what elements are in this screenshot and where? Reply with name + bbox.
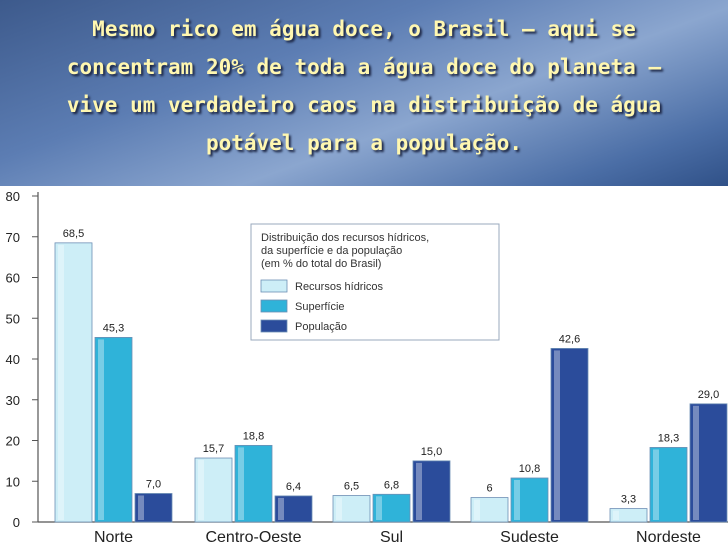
bar-value-label: 6,4 [286, 481, 301, 493]
bar-value-label: 3,3 [621, 494, 636, 506]
bar-superf-cie [94, 337, 133, 523]
bar-highlight [653, 449, 659, 520]
legend-swatch [260, 319, 288, 333]
bar-value-label: 18,3 [658, 432, 679, 444]
bar-highlight [416, 462, 422, 520]
legend-swatch [260, 299, 288, 313]
y-tick-label: 50 [6, 311, 20, 326]
legend-entry-label: Superfície [295, 301, 345, 313]
bar-value-label: 6,5 [344, 481, 359, 493]
bar-highlight [58, 244, 64, 521]
bar-value-label: 42,6 [559, 333, 580, 345]
y-tick-label: 20 [6, 434, 20, 449]
legend-entry-label: População [295, 321, 347, 333]
legend-title-line: Distribuição dos recursos hídricos, [261, 232, 429, 244]
x-category-label: Sudeste [500, 529, 559, 546]
bar-highlight [613, 510, 619, 520]
bar-highlight [693, 405, 699, 520]
chart-area: 0 10 20 30 40 50 60 70 80 68,5 45,3 7,0 Norte 15,7 18,… [0, 186, 728, 546]
bar-highlight [138, 495, 144, 520]
y-tick-label: 10 [6, 474, 20, 489]
bar-recursos-h-dricos [470, 497, 509, 523]
x-category-label: Nordeste [636, 529, 701, 546]
bar-highlight [198, 460, 204, 520]
bar-value-label: 29,0 [698, 389, 719, 401]
x-category-label: Sul [380, 529, 403, 546]
y-tick-label: 0 [13, 515, 20, 530]
bar-value-label: 15,0 [421, 446, 442, 458]
slide-headline: Mesmo rico em água doce, o Brasil — aqui… [66, 17, 662, 155]
bar-value-label: 18,8 [243, 430, 264, 442]
bar-highlight [238, 447, 244, 520]
bar-popula-o [412, 460, 451, 523]
bar-highlight [376, 496, 382, 520]
bar-highlight [474, 499, 480, 520]
bar-value-label: 6,8 [384, 479, 399, 491]
legend-entry-label: Recursos hídricos [295, 281, 384, 293]
bar-popula-o [689, 403, 728, 523]
legend-title-line: (em % do total do Brasil) [261, 258, 381, 270]
bar-value-label: 15,7 [203, 443, 224, 455]
bar-superf-cie [234, 444, 273, 523]
bar-highlight [278, 497, 284, 520]
bar-chart: 0 10 20 30 40 50 60 70 80 68,5 45,3 7,0 Norte 15,7 18,… [6, 189, 728, 546]
bar-superf-cie [649, 447, 688, 523]
bar-value-label: 7,0 [146, 478, 161, 490]
bar-value-label: 6 [486, 483, 492, 495]
bar-popula-o [550, 348, 589, 523]
bar-highlight [554, 350, 560, 520]
x-category-label: Norte [94, 529, 133, 546]
y-tick-label: 30 [6, 393, 20, 408]
slide-background [0, 0, 728, 190]
y-tick-label: 60 [6, 271, 20, 286]
bar-recursos-h-dricos [194, 457, 233, 523]
y-tick-label: 40 [6, 352, 20, 367]
legend-title-line: da superfície e da população [261, 245, 402, 257]
bar-popula-o [134, 493, 173, 523]
legend-box [250, 223, 500, 341]
bar-highlight [514, 479, 520, 520]
bar-superf-cie [510, 477, 549, 523]
bar-value-label: 45,3 [103, 322, 124, 334]
bar-value-label: 68,5 [63, 228, 84, 240]
bar-popula-o [274, 495, 313, 523]
x-category-label: Centro-Oeste [205, 529, 301, 546]
y-tick-label: 80 [6, 189, 20, 204]
bar-highlight [98, 339, 104, 520]
legend-swatch [260, 279, 288, 293]
bar-value-label: 10,8 [519, 463, 540, 475]
bar-superf-cie [372, 493, 411, 523]
bar-recursos-h-dricos [332, 495, 371, 523]
bar-recursos-h-dricos [54, 242, 93, 523]
bar-highlight [336, 497, 342, 520]
bar-recursos-h-dricos [609, 508, 648, 523]
y-tick-label: 70 [6, 230, 20, 245]
